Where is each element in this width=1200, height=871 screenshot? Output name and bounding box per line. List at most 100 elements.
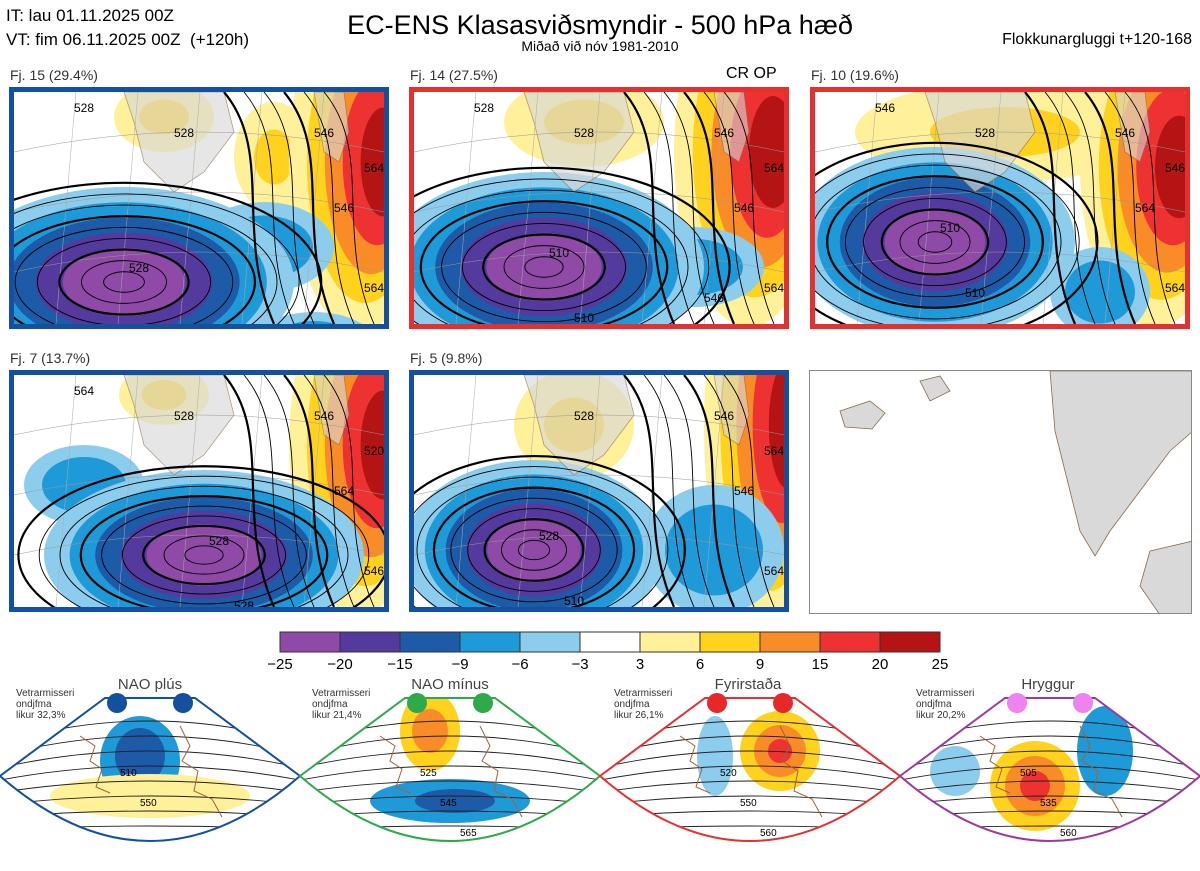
colorbar-tick-label: −20 bbox=[327, 656, 353, 673]
contour-label: 546 bbox=[364, 564, 384, 578]
regime-coastline bbox=[379, 735, 411, 794]
regime-title-nao-minus: NAO mínus bbox=[411, 676, 489, 693]
coast-land bbox=[713, 375, 750, 446]
height-contour bbox=[223, 92, 276, 324]
height-contour bbox=[663, 375, 715, 607]
height-contour bbox=[419, 200, 669, 324]
height-contour bbox=[59, 485, 349, 607]
height-contour bbox=[703, 92, 755, 324]
longitude-line bbox=[241, 92, 263, 324]
longitude-line bbox=[179, 375, 201, 607]
colorbar-tick-label: 25 bbox=[931, 656, 949, 673]
regime-frame bbox=[0, 697, 302, 842]
contour-label: 546 bbox=[334, 201, 354, 215]
longitude-line bbox=[856, 92, 878, 324]
geography-panel bbox=[809, 370, 1192, 614]
regime-frame bbox=[898, 697, 1200, 842]
height-contour bbox=[483, 518, 585, 582]
contour-label: 546 bbox=[714, 126, 734, 140]
latitude-line bbox=[414, 534, 784, 556]
classification-window: Flokkunargluggi t+120-168 bbox=[1002, 31, 1192, 48]
height-contour bbox=[441, 211, 647, 323]
height-contour bbox=[414, 166, 731, 324]
regime-anomaly bbox=[697, 716, 733, 796]
regime-contour bbox=[0, 765, 300, 783]
regime-contour-label: 565 bbox=[460, 828, 477, 839]
latitude-line bbox=[414, 474, 784, 496]
coast-land bbox=[1114, 92, 1151, 163]
cluster-map-5: 528 510 528 546 546 564 564 bbox=[409, 370, 789, 612]
anomaly-positive-shade bbox=[1155, 115, 1185, 219]
regime-contour-label: 560 bbox=[1060, 828, 1077, 839]
height-contour bbox=[683, 375, 736, 607]
coast-land bbox=[713, 92, 750, 163]
height-contour bbox=[1084, 92, 1137, 324]
geography-map bbox=[839, 371, 1191, 613]
colorbar-segment bbox=[339, 631, 401, 653]
height-contour bbox=[1044, 92, 1096, 324]
height-contour bbox=[142, 524, 266, 586]
panel-label-3: Fj. 10 (19.6%) bbox=[811, 67, 899, 83]
longitude-line bbox=[55, 375, 77, 607]
regime-title-ridge: Hryggur bbox=[1021, 676, 1075, 693]
height-contour bbox=[36, 237, 212, 324]
contour-label: 564 bbox=[334, 484, 354, 498]
regime-contour bbox=[300, 780, 600, 795]
latitude-line bbox=[815, 191, 1185, 213]
contour-label: 528 bbox=[574, 126, 594, 140]
contour-label: 528 bbox=[574, 409, 594, 423]
page-title: EC-ENS Klasasviðsmyndir - 500 hPa hæð bbox=[347, 10, 853, 40]
cluster-map-14: 510 510 528 546 546 564 564 528 546 bbox=[409, 87, 789, 329]
contour-label: 564 bbox=[1165, 281, 1185, 295]
panel-label-2: Fj. 14 (27.5%) bbox=[410, 67, 498, 83]
anomaly-negative-shade bbox=[146, 524, 262, 586]
regime-map-nao-plus: 510 550 bbox=[0, 693, 302, 842]
colorbar-segment bbox=[399, 631, 461, 653]
regime-coastline bbox=[79, 735, 111, 794]
colorbar bbox=[279, 631, 941, 653]
height-contour bbox=[450, 497, 618, 603]
coast-land bbox=[313, 92, 350, 163]
height-contour bbox=[101, 505, 307, 605]
contour-label: 546 bbox=[714, 409, 734, 423]
regime-contour-label: 525 bbox=[420, 768, 437, 779]
regime-marker bbox=[473, 693, 493, 713]
regime-anomaly bbox=[1020, 771, 1050, 801]
height-contour bbox=[223, 375, 276, 607]
regime-row: NAO plús Vetrarmisseri ondjfma likur 32,… bbox=[0, 676, 1200, 871]
regime-contour bbox=[0, 780, 300, 795]
contour-label: 528 bbox=[474, 101, 494, 115]
iceland-land bbox=[839, 400, 886, 430]
height-contour bbox=[58, 248, 190, 316]
regime-contour bbox=[300, 750, 600, 771]
latitude-line bbox=[14, 414, 384, 436]
regime-contour-label: 545 bbox=[440, 798, 457, 809]
latitude-line bbox=[815, 251, 1185, 273]
contour-label: 510 bbox=[549, 246, 569, 260]
regime-coastline bbox=[479, 725, 523, 818]
regime-coastline bbox=[779, 725, 823, 818]
colorbar-segment bbox=[579, 631, 641, 653]
height-contour bbox=[623, 375, 676, 607]
colorbar-tick-label: −6 bbox=[511, 656, 529, 673]
regime-note-ridge: Vetrarmisseri ondjfma likur 20,2% bbox=[916, 688, 975, 721]
height-contour bbox=[303, 375, 355, 607]
contour-label: 510 bbox=[940, 221, 960, 235]
regime-title-nao-plus: NAO plús bbox=[117, 676, 183, 693]
anomaly-positive-shade bbox=[360, 390, 384, 500]
latitude-line bbox=[14, 191, 384, 213]
anomaly-negative-shade bbox=[487, 517, 581, 583]
cluster-map-10: 510 510 528 546 564 546 564 546 bbox=[810, 87, 1190, 329]
longitude-line bbox=[641, 92, 663, 324]
height-contour bbox=[723, 92, 775, 324]
longitude-line bbox=[117, 92, 139, 324]
height-contour bbox=[14, 193, 300, 324]
contour-label: 520 bbox=[364, 444, 384, 458]
regime-anomaly bbox=[415, 789, 495, 813]
regime-contour-label: 550 bbox=[740, 798, 757, 809]
latitude-line bbox=[14, 534, 384, 556]
colorbar-segment bbox=[639, 631, 701, 653]
contour-label: 546 bbox=[314, 126, 334, 140]
colorbar-segment bbox=[459, 631, 521, 653]
longitude-line bbox=[1042, 92, 1064, 324]
